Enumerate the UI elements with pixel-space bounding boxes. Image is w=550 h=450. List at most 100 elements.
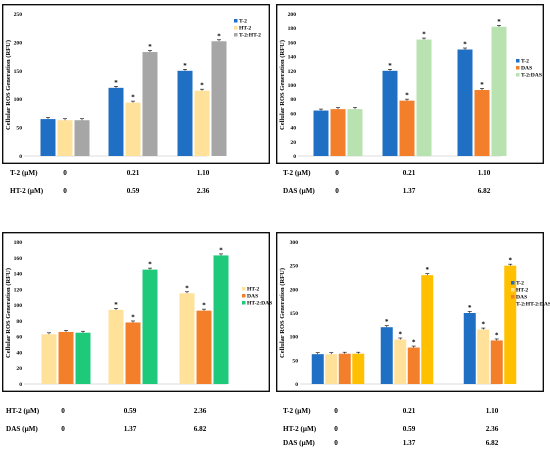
chart-frame <box>276 4 544 164</box>
legend-swatch <box>234 19 238 23</box>
y-tick-label: 120 <box>14 287 23 293</box>
significance-marker: * <box>480 81 484 89</box>
conc-value: 0.59 <box>123 407 137 415</box>
significance-marker: * <box>422 31 426 39</box>
chart-t2-ht2: Cellular ROS Generation (RFU) 0 50 100 150 20… <box>2 4 270 164</box>
chart-frame <box>2 4 270 164</box>
legend-label: DAS <box>521 66 532 72</box>
y-tick-label: 40 <box>290 126 296 132</box>
y-axis-label: Cellular ROS Generation (RFU) <box>279 40 286 130</box>
significance-marker: * <box>412 339 416 347</box>
conc-label: HT-2 (μM) <box>6 407 40 415</box>
bar-das <box>58 331 74 384</box>
bar-das <box>338 353 351 384</box>
conc-label: DAS (μM) <box>6 425 38 433</box>
legend-label: T-2:DAS <box>521 73 542 79</box>
y-tick-label: 0 <box>293 154 296 160</box>
conc-label: HT-2 (μM) <box>10 187 44 195</box>
significance-marker: * <box>131 313 135 321</box>
y-tick-label: 50 <box>292 358 298 364</box>
chart-t2-das: Cellular ROS Generation (RFU) 0 20 40 60 80 10… <box>276 4 544 164</box>
legend-label: HT-2 <box>247 287 259 293</box>
bar-t-2-das <box>491 26 507 157</box>
bar-t-2 <box>457 49 473 156</box>
significance-marker: * <box>217 32 221 40</box>
significance-marker: * <box>148 261 152 269</box>
conc-value: 0 <box>334 425 338 433</box>
y-tick-label: 160 <box>14 256 23 262</box>
significance-marker: * <box>219 246 223 254</box>
conc-value: 1.37 <box>402 187 416 195</box>
legend-swatch <box>511 288 515 292</box>
chart-panel-t2-ht2: Cellular ROS Generation (RFU) 0 50 100 150 20… <box>2 4 272 166</box>
y-tick-label: 150 <box>290 311 299 317</box>
bar-t-2-ht-2 <box>74 120 90 156</box>
significance-marker: * <box>426 266 430 274</box>
significance-marker: * <box>482 321 486 329</box>
significance-marker: * <box>385 318 389 326</box>
bar-das <box>407 347 420 384</box>
conc-value: 0.59 <box>126 187 140 195</box>
y-tick-label: 60 <box>16 335 22 341</box>
conc-label: DAS (μM) <box>283 187 315 195</box>
y-tick-label: 80 <box>290 97 296 103</box>
legend-swatch <box>511 302 515 306</box>
legend-swatch <box>234 33 238 37</box>
conc-value: 1.10 <box>477 169 491 177</box>
y-tick-label: 250 <box>14 12 23 18</box>
bar-t-2-das <box>347 109 363 156</box>
conc-value: 0 <box>63 187 67 195</box>
bar-t-2 <box>313 110 329 156</box>
bar-ht-2 <box>477 329 490 384</box>
bar-t-2-ht-2-das <box>352 353 365 384</box>
chart-panel-t2-das: Cellular ROS Generation (RFU) 0 20 40 60 80 10… <box>276 4 546 166</box>
y-tick-label: 20 <box>16 366 22 372</box>
significance-marker: * <box>405 92 409 100</box>
significance-marker: * <box>200 82 204 90</box>
y-tick-label: 200 <box>288 12 297 18</box>
significance-marker: * <box>185 284 189 292</box>
conc-value: 1.37 <box>123 425 137 433</box>
bar-das <box>125 322 141 384</box>
bar-t-2 <box>40 119 56 156</box>
bar-das <box>490 340 503 384</box>
y-tick-label: 250 <box>290 264 299 270</box>
conc-label: T-2 (μM) <box>10 169 38 177</box>
y-axis-label: Cellular ROS Generation (RFU) <box>5 40 12 130</box>
conc-value: 2.36 <box>485 425 499 433</box>
chart-panel-ht2-das: Cellular ROS Generation (RFU) 0 20 40 60 80 10… <box>2 232 272 394</box>
y-tick-label: 0 <box>295 382 298 388</box>
conc-value: 0 <box>334 439 338 447</box>
bar-t-2-ht-2-das <box>421 275 434 384</box>
bar-t-2-ht-2 <box>211 41 227 156</box>
legend-swatch <box>242 287 246 291</box>
bar-ht-2-das <box>75 332 91 384</box>
legend-label: HT-2 <box>239 26 251 32</box>
y-tick-label: 60 <box>290 111 296 117</box>
bar-ht-2 <box>179 293 195 384</box>
conc-label: T-2 (μM) <box>283 169 311 177</box>
conc-value: 0 <box>61 407 65 415</box>
conc-value: 0 <box>61 425 65 433</box>
bar-ht-2 <box>108 309 124 384</box>
legend-swatch <box>242 294 246 298</box>
conc-value: 2.36 <box>193 407 207 415</box>
legend-swatch <box>234 26 238 30</box>
bar-das <box>330 109 346 156</box>
chart-frame <box>2 232 270 392</box>
conc-value: 0 <box>334 407 338 415</box>
conc-value: 2.36 <box>196 187 210 195</box>
y-axis-label: Cellular ROS Generation (RFU) <box>5 268 12 358</box>
y-tick-label: 150 <box>14 69 23 75</box>
bar-t-2 <box>177 70 193 156</box>
y-axis-label: Cellular ROS Generation (RFU) <box>279 268 286 358</box>
y-tick-label: 140 <box>14 272 23 278</box>
significance-marker: * <box>114 301 118 309</box>
bar-t-2 <box>311 354 324 384</box>
conc-value: 0.21 <box>126 169 140 177</box>
conc-value: 6.82 <box>485 439 499 447</box>
significance-marker: * <box>468 304 472 312</box>
y-tick-label: 200 <box>14 40 23 46</box>
y-tick-label: 140 <box>288 55 297 61</box>
legend-label: T-2 <box>516 281 524 287</box>
